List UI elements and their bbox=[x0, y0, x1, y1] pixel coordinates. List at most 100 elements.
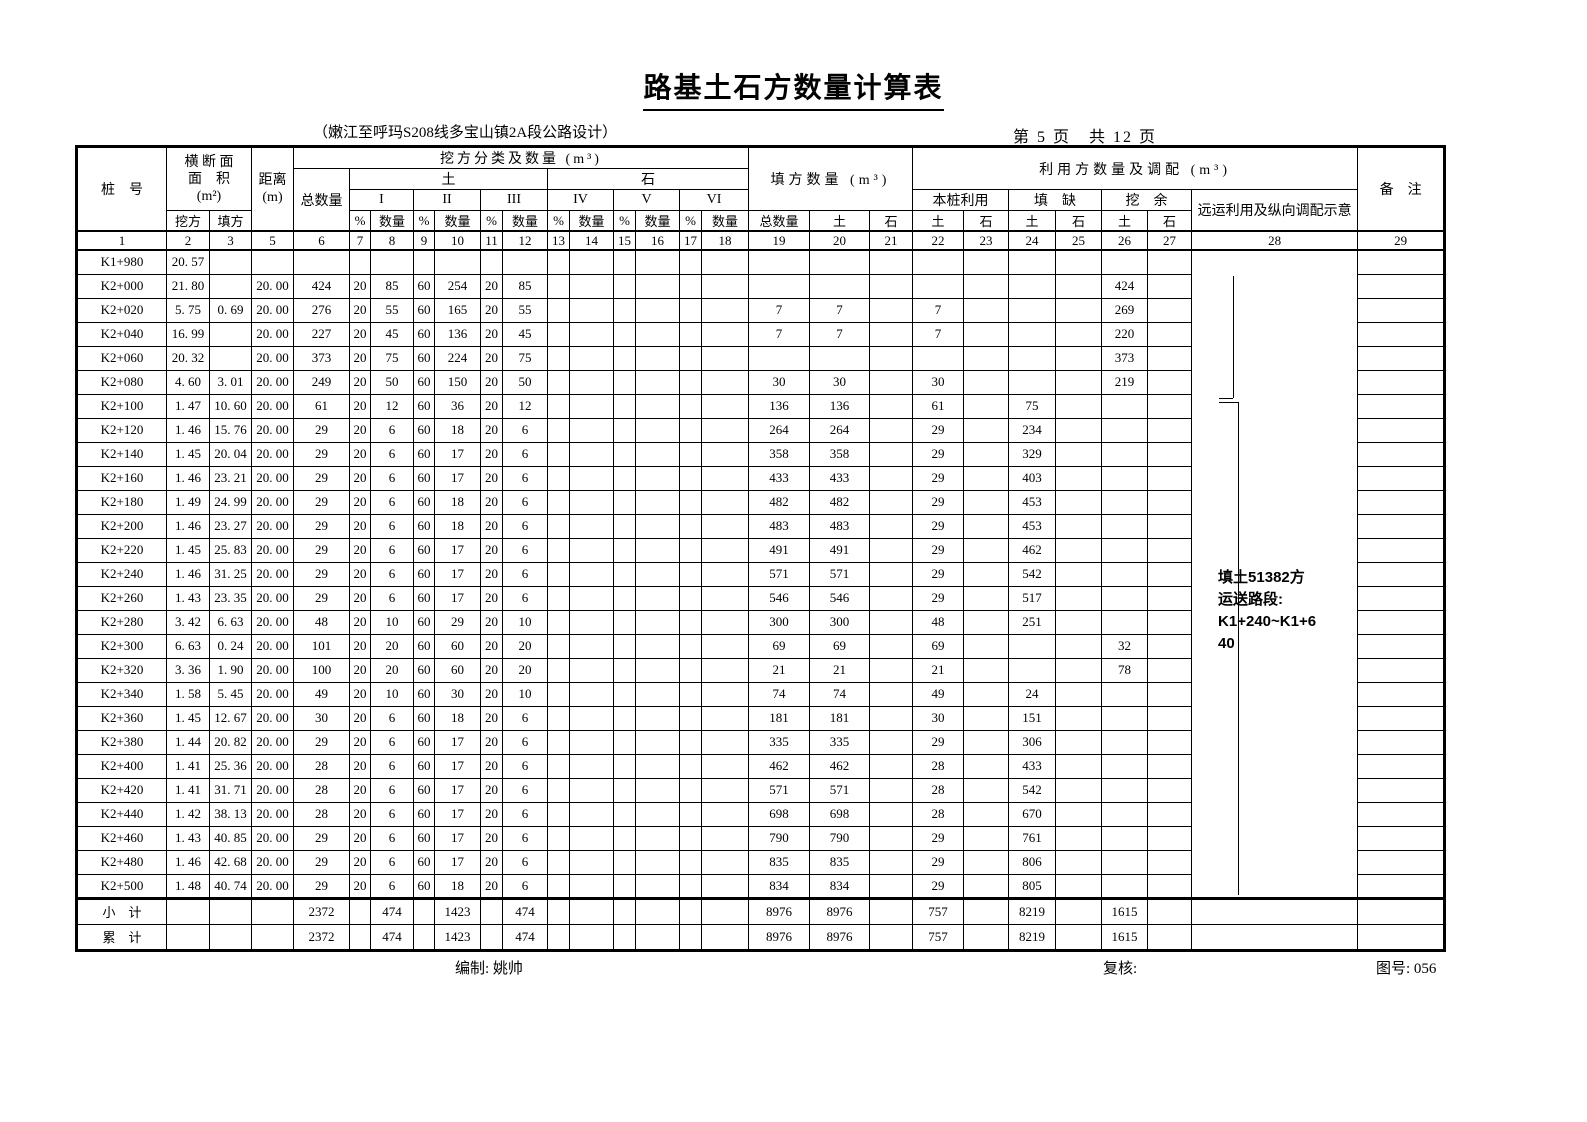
table-cell: 251 bbox=[1008, 609, 1057, 635]
column-number: 12 bbox=[502, 230, 548, 251]
table-cell bbox=[1357, 801, 1446, 827]
table-cell bbox=[1055, 585, 1103, 611]
table-cell: 16. 99 bbox=[166, 321, 210, 347]
table-cell bbox=[1101, 825, 1149, 851]
table-cell bbox=[1357, 537, 1446, 563]
table-cell bbox=[748, 249, 811, 275]
table-cell: 20 bbox=[349, 297, 371, 323]
table-cell: 20 bbox=[502, 657, 548, 683]
table-cell: 5. 75 bbox=[166, 297, 210, 323]
table-cell bbox=[547, 273, 570, 299]
table-cell: 7 bbox=[912, 321, 965, 347]
table-row: K2+300 6. 63 0. 24 20. 00 101 20 20 60 60 20 20 69 6… bbox=[76, 633, 1446, 659]
table-cell: 462 bbox=[748, 753, 811, 779]
header-cross-section: 横 断 面 面 积 (m²) bbox=[166, 146, 252, 211]
table-cell: 20 bbox=[480, 609, 503, 635]
table-cell: 20. 00 bbox=[251, 321, 294, 347]
table-cell: 5. 45 bbox=[209, 681, 252, 707]
table-cell: 29 bbox=[912, 585, 965, 611]
table-cell bbox=[679, 609, 702, 635]
table-cell bbox=[1055, 465, 1103, 491]
table-cell bbox=[569, 465, 614, 491]
table-cell bbox=[635, 633, 680, 659]
table-cell bbox=[700, 753, 750, 779]
table-cell bbox=[613, 896, 636, 925]
table-row: K2+480 1. 46 42. 68 20. 00 29 20 6 60 17 20 6 835 83… bbox=[76, 849, 1446, 875]
table-cell bbox=[613, 923, 636, 951]
table-cell: 18 bbox=[434, 873, 481, 899]
table-cell: 60 bbox=[413, 369, 435, 395]
table-cell: 20. 00 bbox=[251, 489, 294, 515]
table-cell bbox=[1357, 609, 1446, 635]
column-number: 16 bbox=[635, 230, 680, 251]
table-cell: 20. 00 bbox=[251, 513, 294, 539]
table-header: 桩 号 横 断 面 面 积 (m²) 距离 (m) 挖方分类及数量 (m³) 填… bbox=[76, 146, 1446, 251]
table-cell bbox=[700, 321, 750, 347]
table-cell: 45 bbox=[502, 321, 548, 347]
table-cell: 6 bbox=[370, 585, 414, 611]
table-cell bbox=[1055, 633, 1103, 659]
table-cell: K2+140 bbox=[76, 441, 167, 467]
table-cell: 1. 49 bbox=[166, 489, 210, 515]
table-cell: 29 bbox=[293, 537, 350, 563]
table-cell bbox=[349, 923, 371, 951]
table-cell: 1. 46 bbox=[166, 513, 210, 539]
header-use-allocation: 利用方数量及调配 (m³) bbox=[912, 146, 1359, 190]
header-qty: 数量 bbox=[700, 210, 750, 232]
table-cell bbox=[547, 489, 570, 515]
table-cell bbox=[569, 825, 614, 851]
table-cell bbox=[1055, 657, 1103, 683]
table-cell bbox=[1357, 249, 1446, 275]
table-cell: 20 bbox=[480, 465, 503, 491]
table-cell: 60 bbox=[413, 801, 435, 827]
table-cell: 790 bbox=[748, 825, 811, 851]
table-cell: 45 bbox=[370, 321, 414, 347]
table-cell bbox=[679, 633, 702, 659]
table-cell: 23. 21 bbox=[209, 465, 252, 491]
table-cell bbox=[679, 777, 702, 803]
table-cell bbox=[869, 417, 914, 443]
table-cell: 50 bbox=[370, 369, 414, 395]
column-number: 14 bbox=[569, 230, 614, 251]
table-cell bbox=[1357, 465, 1446, 491]
table-cell bbox=[635, 681, 680, 707]
table-cell bbox=[613, 393, 636, 419]
table-cell: 1615 bbox=[1101, 896, 1149, 925]
table-cell bbox=[748, 273, 811, 299]
table-cell: 757 bbox=[912, 923, 965, 951]
table-cell bbox=[869, 923, 914, 951]
table-cell bbox=[370, 249, 414, 275]
table-cell: 17 bbox=[434, 441, 481, 467]
table-cell bbox=[1055, 417, 1103, 443]
table-cell bbox=[700, 585, 750, 611]
table-cell bbox=[1055, 825, 1103, 851]
table-cell: 474 bbox=[502, 896, 548, 925]
table-cell: K2+080 bbox=[76, 369, 167, 395]
table-cell: 6 bbox=[370, 537, 414, 563]
table-cell: 29 bbox=[293, 489, 350, 515]
table-cell bbox=[748, 345, 811, 371]
table-cell: 20 bbox=[349, 273, 371, 299]
table-cell: K2+400 bbox=[76, 753, 167, 779]
haul-diagram-tick-2 bbox=[1219, 402, 1239, 403]
table-cell bbox=[679, 585, 702, 611]
table-cell bbox=[1147, 489, 1193, 515]
table-cell: 21 bbox=[809, 657, 871, 683]
table-cell bbox=[569, 873, 614, 899]
table-cell: 32 bbox=[1101, 633, 1149, 659]
header-fill-total: 总数量 bbox=[748, 210, 811, 232]
table-cell: 571 bbox=[809, 561, 871, 587]
table-row: K2+140 1. 45 20. 04 20. 00 29 20 6 60 17 20 6 358 35… bbox=[76, 441, 1446, 467]
table-cell: 453 bbox=[1008, 489, 1057, 515]
table-cell bbox=[700, 465, 750, 491]
table-cell: 20 bbox=[480, 729, 503, 755]
table-cell: 17 bbox=[434, 537, 481, 563]
column-number: 3 bbox=[209, 230, 252, 251]
table-cell: 29 bbox=[912, 873, 965, 899]
table-cell bbox=[1147, 585, 1193, 611]
table-cell: 75 bbox=[502, 345, 548, 371]
header-grade-5: V bbox=[613, 189, 680, 211]
table-cell bbox=[679, 801, 702, 827]
table-cell bbox=[547, 753, 570, 779]
table-cell: 20 bbox=[349, 873, 371, 899]
